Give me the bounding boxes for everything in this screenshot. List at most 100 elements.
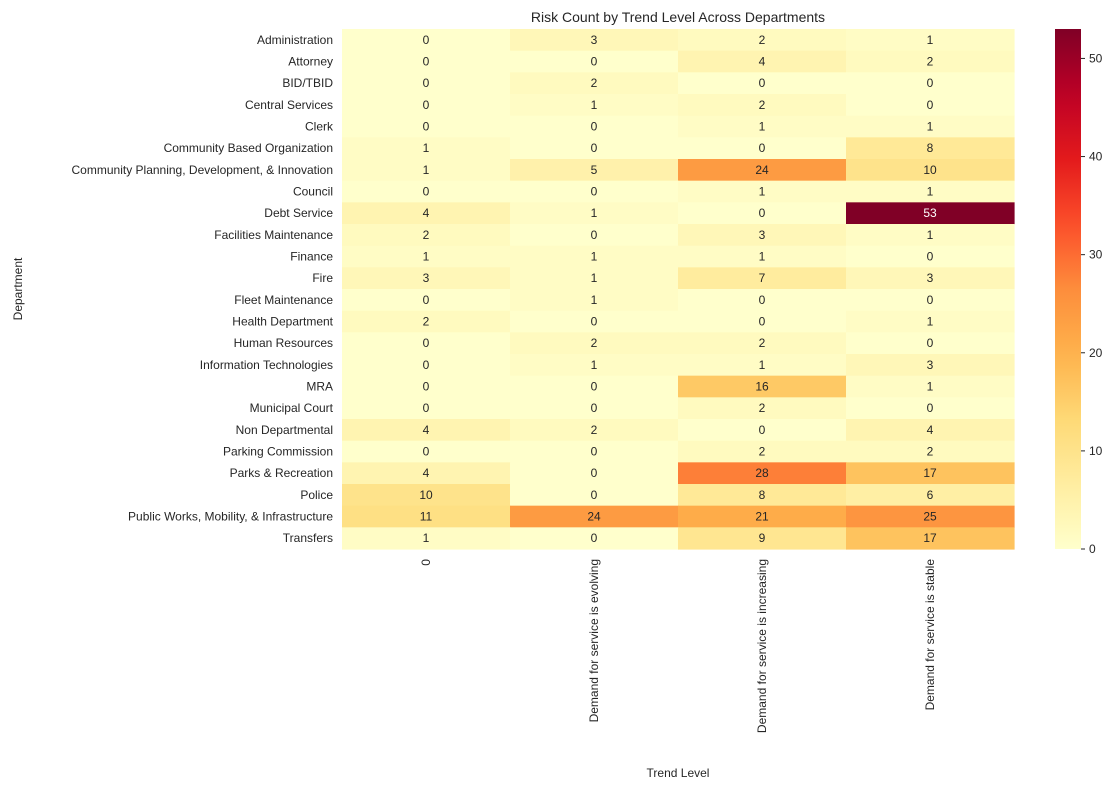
heatmap-cell <box>342 267 511 290</box>
heatmap-cell <box>342 224 511 247</box>
heatmap-cell <box>678 180 847 203</box>
cell-value-label: 6 <box>927 488 934 502</box>
heatmap-cell <box>678 29 847 52</box>
heatmap-cell <box>846 462 1015 485</box>
cell-value-label: 0 <box>591 228 598 242</box>
heatmap-cell <box>846 419 1015 442</box>
heatmap-cell <box>510 72 679 95</box>
heatmap-cell <box>846 375 1015 398</box>
heatmap-cell <box>342 94 511 117</box>
heatmap-cell <box>678 115 847 138</box>
cell-value-label: 0 <box>423 401 430 415</box>
heatmap-cell <box>342 115 511 138</box>
heatmap-cell <box>342 180 511 203</box>
cell-value-label: 8 <box>759 488 766 502</box>
cell-value-label: 5 <box>591 163 598 177</box>
heatmap-cell <box>846 354 1015 377</box>
y-tick-label: Administration <box>257 33 333 47</box>
y-tick-label: Public Works, Mobility, & Infrastructure <box>128 510 333 524</box>
heatmap-cell <box>846 310 1015 333</box>
y-tick-label: Information Technologies <box>200 358 333 372</box>
heatmap-cell <box>510 115 679 138</box>
cell-value-label: 24 <box>587 510 601 524</box>
heatmap-cell <box>510 267 679 290</box>
heatmap-cell <box>510 440 679 463</box>
cell-value-label: 4 <box>423 206 430 220</box>
heatmap-cell <box>510 375 679 398</box>
heatmap-cell <box>342 159 511 182</box>
heatmap-cell <box>510 419 679 442</box>
heatmap-cell <box>342 332 511 355</box>
cell-value-label: 1 <box>591 293 598 307</box>
heatmap-cell <box>342 310 511 333</box>
cell-value-label: 4 <box>759 55 766 69</box>
cell-value-label: 0 <box>591 380 598 394</box>
heatmap-cell <box>678 484 847 507</box>
cell-value-label: 0 <box>927 336 934 350</box>
heatmap-cell <box>846 527 1015 550</box>
y-tick-label: Community Planning, Development, & Innov… <box>72 163 333 177</box>
heatmap-cell <box>678 224 847 247</box>
heatmap-cell <box>342 245 511 268</box>
heatmap-cell <box>678 440 847 463</box>
cell-value-label: 0 <box>927 98 934 112</box>
cell-value-label: 2 <box>591 76 598 90</box>
cell-value-label: 0 <box>423 445 430 459</box>
cell-value-label: 1 <box>759 250 766 264</box>
cell-value-label: 0 <box>591 141 598 155</box>
heatmap-cell <box>678 419 847 442</box>
cell-value-label: 1 <box>927 228 934 242</box>
heatmap-cell <box>342 397 511 420</box>
cell-value-label: 1 <box>423 163 430 177</box>
y-tick-labels: Administration Attorney BID/TBID Central Se… <box>72 33 334 545</box>
heatmap-cell <box>510 462 679 485</box>
cell-annotations: 0 3 2 10 0 4 20 2 0 00 1 2 00 0 1 11 0 0 81 5 24 100 0 1 14 1 0 532… <box>419 33 937 545</box>
colorbar-gradient <box>1055 29 1081 549</box>
colorbar: 0 10 20 30 40 50 <box>1055 29 1103 556</box>
colorbar-tick-label: 10 <box>1089 444 1103 458</box>
y-tick-label: Human Resources <box>234 336 333 350</box>
heatmap-cell <box>342 50 511 73</box>
cell-value-label: 0 <box>759 76 766 90</box>
y-tick-label: Parking Commission <box>223 445 333 459</box>
heatmap-cell <box>678 289 847 312</box>
cell-value-label: 16 <box>755 380 769 394</box>
cell-value-label: 0 <box>423 33 430 47</box>
heatmap-cell <box>846 72 1015 95</box>
heatmap-cell <box>846 202 1015 225</box>
colorbar-tick-label: 50 <box>1089 51 1103 65</box>
cell-value-label: 0 <box>423 185 430 199</box>
cell-value-label: 1 <box>591 250 598 264</box>
cell-value-label: 0 <box>927 401 934 415</box>
cell-value-label: 2 <box>927 55 934 69</box>
heatmap-cell <box>678 94 847 117</box>
cell-value-label: 7 <box>759 271 766 285</box>
cell-value-label: 0 <box>759 141 766 155</box>
cell-value-label: 2 <box>759 336 766 350</box>
heatmap-cell <box>678 245 847 268</box>
cell-value-label: 8 <box>927 141 934 155</box>
heatmap-cell <box>678 137 847 160</box>
heatmap-cell <box>846 267 1015 290</box>
cell-value-label: 1 <box>423 531 430 545</box>
chart-title: Risk Count by Trend Level Across Departm… <box>531 9 825 25</box>
heatmap-cell <box>510 50 679 73</box>
heatmap-cell <box>510 94 679 117</box>
heatmap-cell <box>846 50 1015 73</box>
cell-value-label: 0 <box>591 55 598 69</box>
heatmap-cell <box>342 527 511 550</box>
cell-value-label: 2 <box>423 315 430 329</box>
heatmap-cell <box>510 224 679 247</box>
heatmap-cell <box>510 137 679 160</box>
cell-value-label: 24 <box>755 163 769 177</box>
heatmap-cell <box>510 397 679 420</box>
cell-value-label: 2 <box>759 401 766 415</box>
cell-value-label: 0 <box>423 120 430 134</box>
cell-value-label: 0 <box>591 466 598 480</box>
heatmap-cell <box>846 245 1015 268</box>
heatmap-cell <box>846 484 1015 507</box>
y-tick-label: MRA <box>306 380 333 394</box>
heatmap-cell <box>846 29 1015 52</box>
heatmap-cell <box>510 354 679 377</box>
